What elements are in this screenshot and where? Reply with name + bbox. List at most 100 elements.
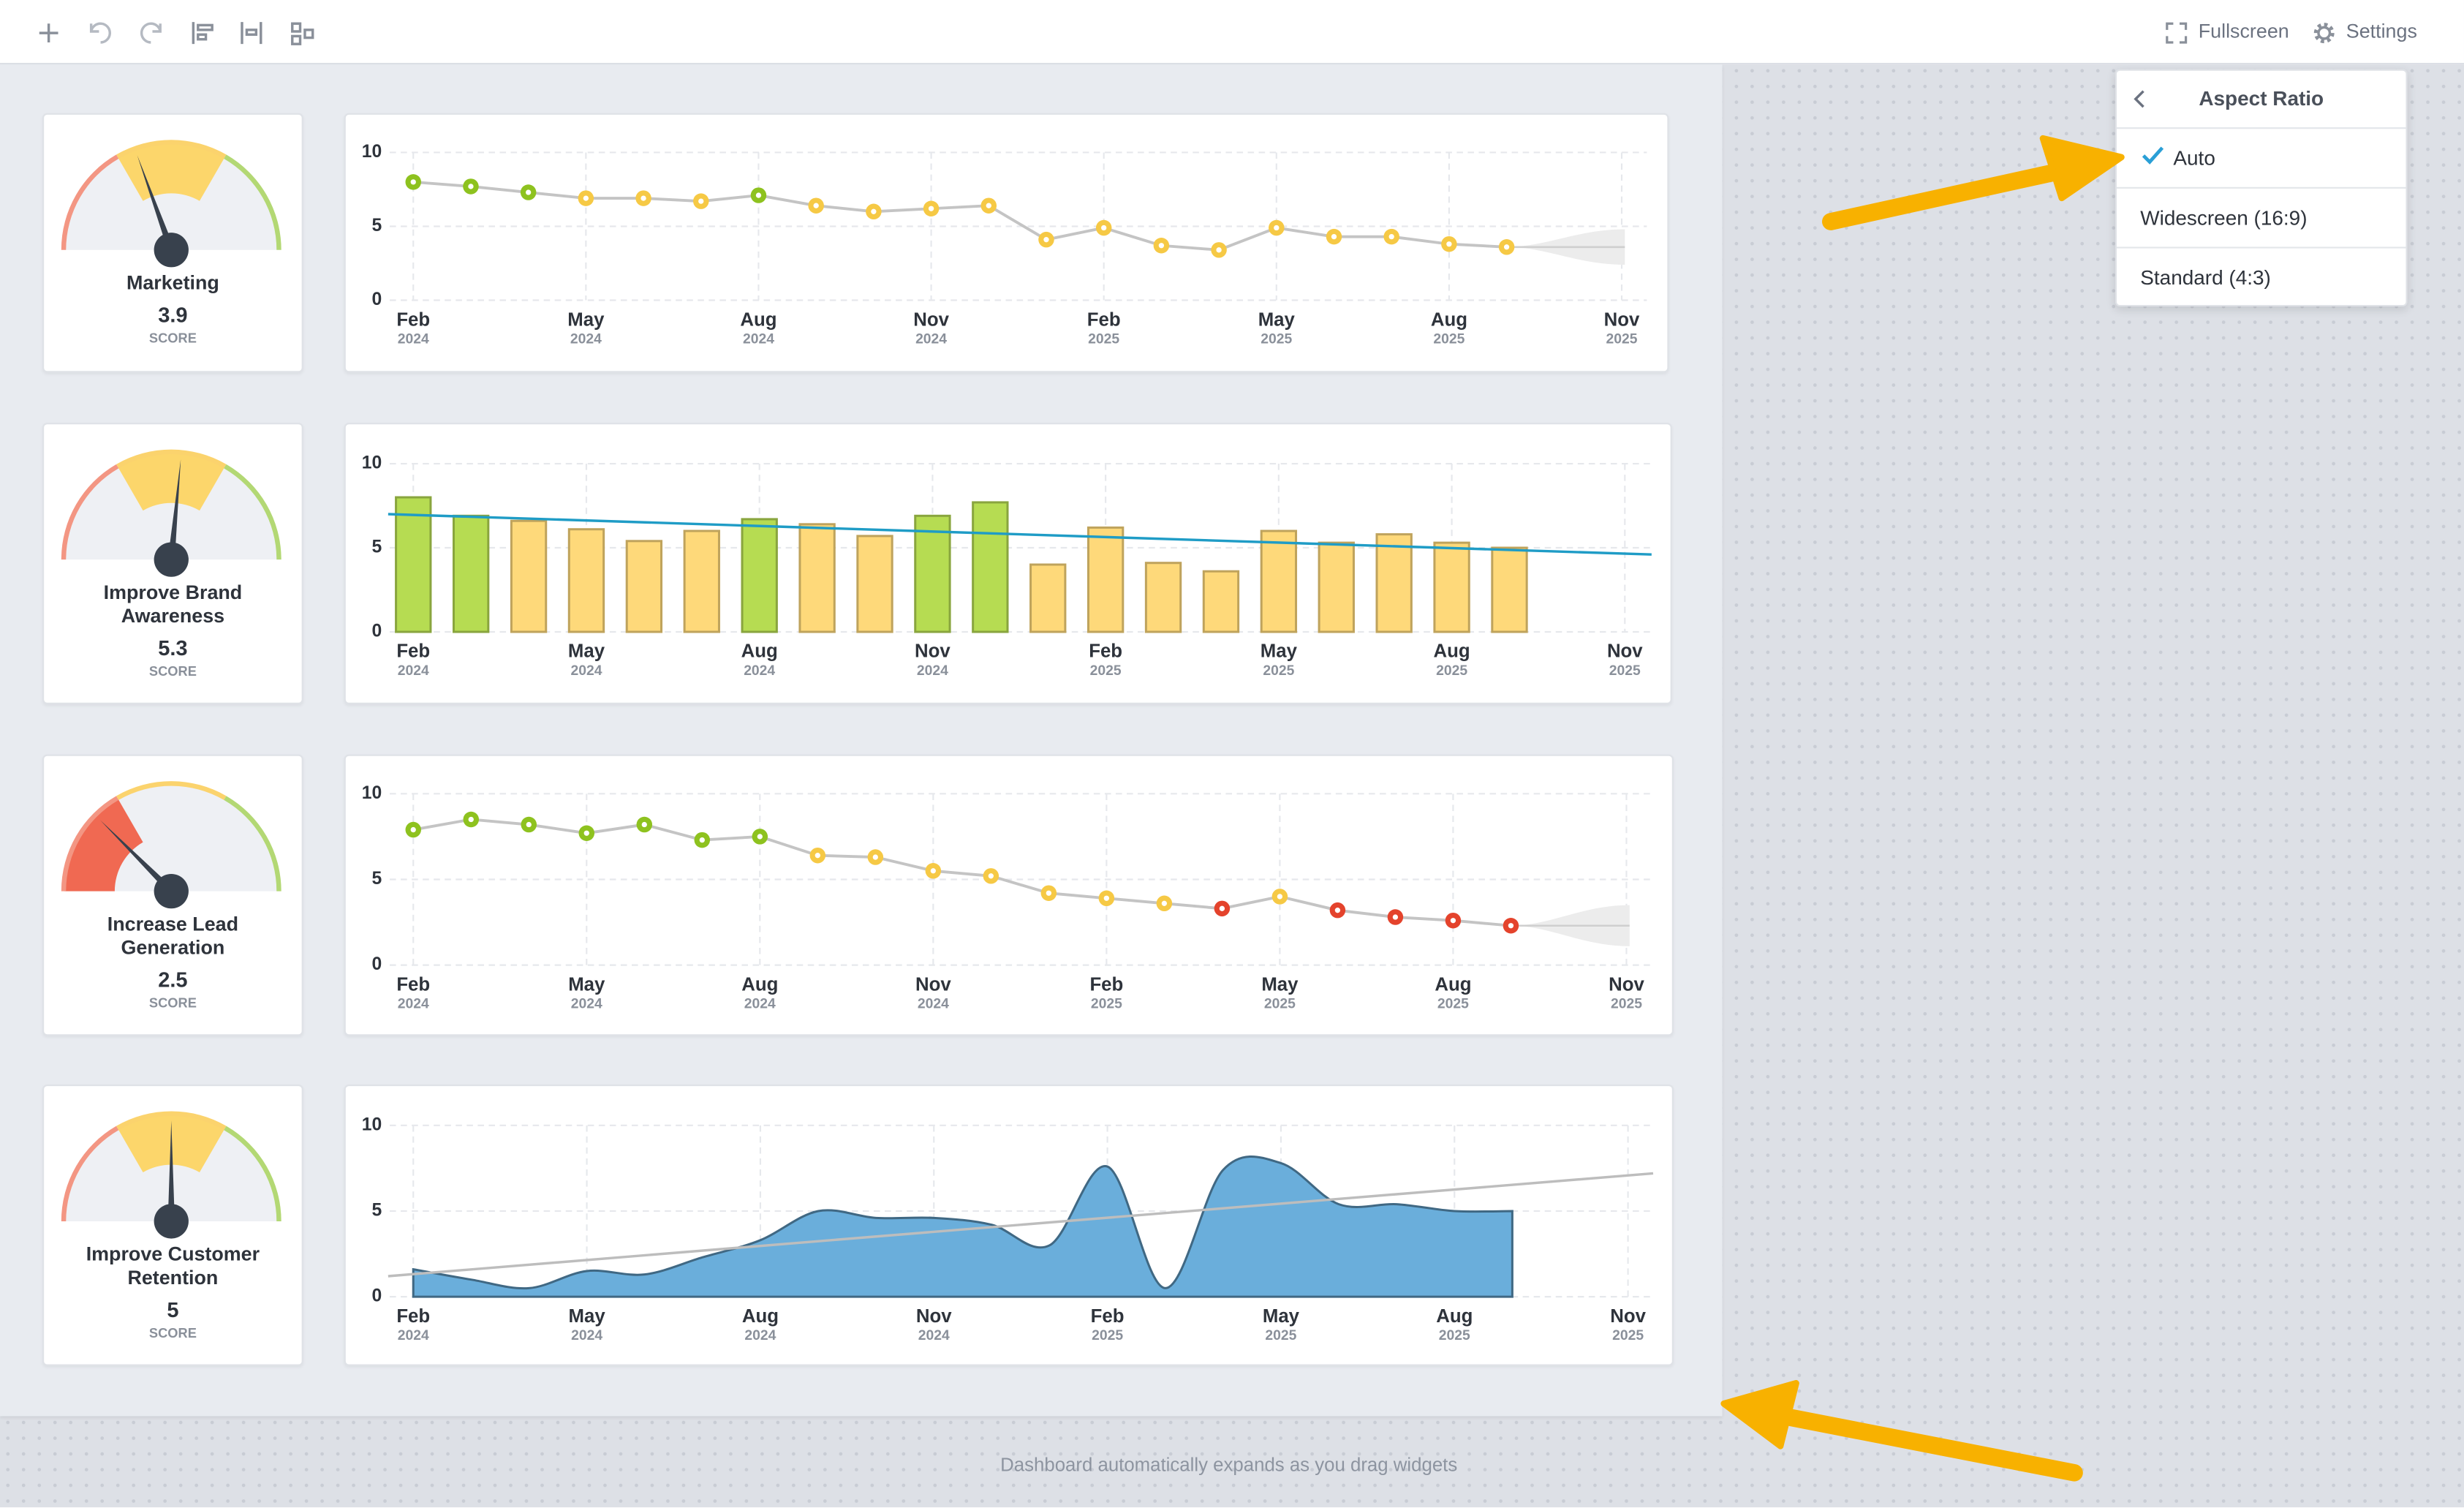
check-icon — [2142, 146, 2164, 165]
arrow — [1720, 1380, 2083, 1482]
x-tick-label: Aug — [742, 1306, 779, 1327]
point-center — [1277, 894, 1283, 900]
point-center — [641, 821, 647, 828]
bar — [914, 514, 951, 633]
point-center — [410, 826, 416, 833]
gauge-rim — [224, 464, 281, 560]
x-tick-label: Feb — [396, 1306, 430, 1327]
y-tick-label: 0 — [372, 1286, 382, 1306]
x-tick-year: 2025 — [1088, 331, 1119, 347]
point-center — [525, 189, 532, 195]
x-tick-year: 2025 — [1439, 1327, 1470, 1343]
x-tick-year: 2024 — [570, 663, 602, 679]
x-tick-year: 2024 — [917, 663, 948, 679]
bar — [798, 523, 836, 633]
add-icon[interactable] — [39, 23, 58, 43]
gauge-score-label: SCORE — [148, 995, 197, 1011]
distribute-icon[interactable] — [241, 22, 262, 45]
point-center — [583, 195, 589, 201]
settings-icon[interactable] — [2313, 22, 2335, 44]
undo-icon[interactable] — [89, 22, 111, 44]
check-mark — [2142, 146, 2164, 165]
menu-title: Aspect Ratio — [2199, 86, 2324, 110]
bar — [625, 540, 663, 633]
back-icon[interactable] — [2131, 90, 2150, 109]
x-tick-year: 2025 — [1091, 995, 1122, 1011]
gauge-rim — [61, 1126, 119, 1221]
x-tick-label: May — [1258, 309, 1296, 330]
bar — [567, 528, 605, 633]
point-center — [815, 853, 820, 859]
x-tick-label: Nov — [1604, 309, 1640, 330]
bar — [1086, 526, 1125, 633]
fullscreen-icon[interactable] — [2166, 22, 2188, 44]
redo-icon[interactable] — [140, 22, 162, 44]
x-tick-year: 2024 — [744, 663, 775, 679]
trend-line — [388, 1172, 1654, 1278]
x-tick-year: 2024 — [398, 995, 429, 1011]
x-tick-year: 2025 — [1261, 331, 1292, 347]
x-tick-year: 2024 — [398, 663, 429, 679]
gauge-zone — [118, 452, 225, 511]
gauge-score: 5.3 — [158, 636, 188, 660]
point-center — [871, 208, 877, 214]
point-center — [755, 192, 762, 198]
point-center — [757, 834, 763, 840]
gauge-label: Marketing — [126, 271, 219, 294]
bar — [1202, 570, 1240, 633]
trend-line — [388, 513, 1652, 556]
footer-note: Dashboard automatically expands as you d… — [1000, 1454, 1458, 1477]
gauge-score: 2.5 — [158, 968, 188, 992]
point-center — [1046, 890, 1052, 896]
x-tick-label: Aug — [1436, 1306, 1473, 1327]
point-center — [1216, 247, 1222, 253]
point-center — [813, 203, 819, 208]
point-center — [698, 198, 704, 204]
align-icon[interactable] — [192, 22, 213, 45]
gauge-label: Improve Customer Retention — [86, 1243, 260, 1289]
gauge-score-label: SCORE — [148, 663, 197, 679]
bar — [395, 496, 432, 633]
bar — [1318, 541, 1355, 633]
line — [413, 180, 1507, 252]
point-center — [1103, 895, 1110, 901]
x-tick-label: Nov — [1610, 1306, 1646, 1327]
bar — [972, 501, 1009, 633]
x-tick-label: Feb — [396, 309, 430, 330]
x-tick-label: May — [1261, 974, 1299, 995]
gauge-rim — [224, 1126, 281, 1221]
point-center — [1388, 233, 1394, 240]
x-tick-year: 2024 — [570, 331, 602, 347]
gauge-needle — [100, 820, 172, 891]
line — [412, 818, 1511, 927]
point-center — [928, 206, 934, 211]
point-center — [988, 873, 994, 879]
gauge-score-label: SCORE — [148, 330, 197, 346]
x-tick-label: Nov — [913, 309, 949, 330]
menu-option[interactable]: Standard (4:3) — [2117, 246, 2406, 306]
x-tick-label: Aug — [1431, 309, 1467, 330]
y-tick-label: 5 — [372, 216, 382, 235]
gauge-card: Marketing 3.9 SCORE — [42, 113, 303, 373]
y-tick-label: 0 — [372, 290, 382, 309]
x-tick-year: 2025 — [1612, 1327, 1644, 1343]
settings-button[interactable]: Settings — [2346, 20, 2417, 43]
x-tick-label: May — [569, 1306, 606, 1327]
gauge-needle — [137, 155, 174, 248]
arrange-icon[interactable] — [291, 22, 314, 45]
gauge-label: Improve Brand Awareness — [103, 581, 243, 627]
menu-option[interactable]: Widescreen (16:9) — [2117, 186, 2406, 247]
x-tick-label: May — [567, 309, 605, 330]
x-tick-year: 2025 — [1264, 995, 1296, 1011]
fullscreen-button[interactable]: Fullscreen — [2198, 20, 2289, 43]
x-tick-year: 2024 — [918, 1327, 950, 1343]
x-tick-label: Aug — [741, 641, 778, 662]
gauge — [61, 449, 281, 577]
gauge-rim — [116, 449, 227, 469]
menu-option[interactable]: Auto — [2117, 127, 2406, 187]
toolbar-icons — [39, 22, 314, 45]
x-tick-label: May — [1261, 641, 1298, 662]
x-tick-label: May — [568, 641, 605, 662]
x-tick-label: Nov — [915, 974, 951, 995]
bar — [510, 519, 548, 633]
